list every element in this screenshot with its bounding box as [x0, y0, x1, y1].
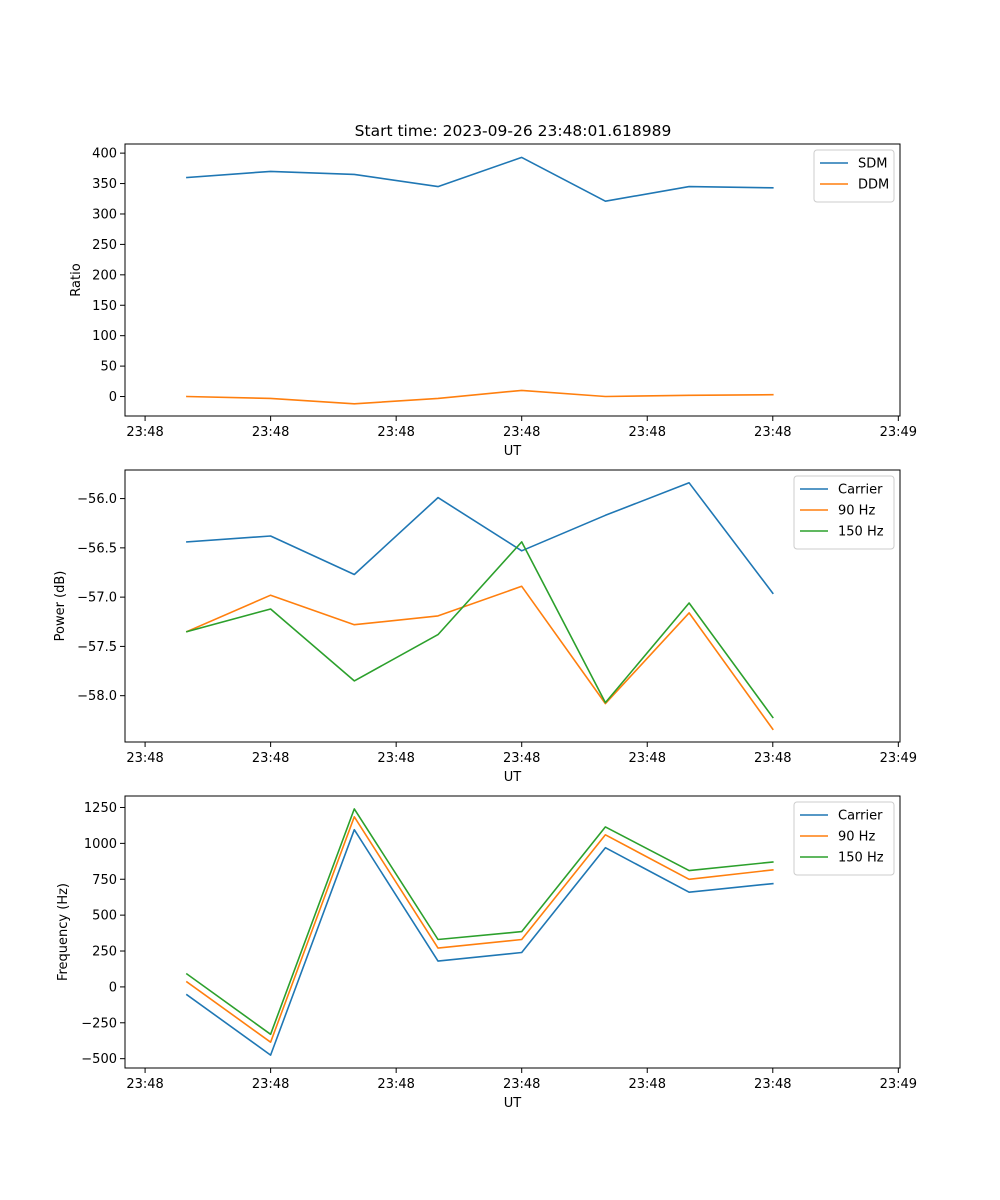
- chart-1-line-sdm: [186, 156, 774, 202]
- chart-2-y-axis-label: Power (dB): [53, 571, 68, 642]
- chart-2-x-axis-label: UT: [504, 770, 522, 785]
- chart-1-y-tick-label: 0: [109, 390, 117, 405]
- chart-3-y-axis-label: Frequency (Hz): [56, 883, 71, 981]
- chart-2-x-tick-label: 23:48: [629, 751, 666, 766]
- chart-1-y-tick-label: 50: [100, 360, 117, 375]
- chart-1-y-tick-label: 300: [92, 207, 117, 222]
- chart-1-y-tick-label: 250: [92, 238, 117, 253]
- chart-2-y-tick-label: −56.0: [77, 492, 117, 507]
- chart-3-y-tick-label: 750: [92, 873, 117, 888]
- chart-1-x-axis-label: UT: [504, 444, 522, 459]
- chart-1-x-tick-label: 23:48: [252, 425, 289, 440]
- chart-2-x-tick-label: 23:49: [880, 751, 917, 766]
- chart-2-line-150hz: [185, 541, 774, 719]
- frequency-panel: 23:48 23:48 23:48 23:48 23:48 23:48 23:49 −500 −…: [56, 795, 917, 1111]
- chart-2-x-tick-label: 23:48: [503, 751, 540, 766]
- chart-2-legend-label-carrier: Carrier: [838, 483, 883, 498]
- chart-3-y-tick-label: −250: [81, 1016, 117, 1031]
- chart-3-plot-frame: [124, 795, 901, 1069]
- chart-3-y-tick-label: 500: [92, 909, 117, 924]
- chart-2-x-tick-label: 23:48: [126, 751, 163, 766]
- chart-2-line-carrier: [186, 481, 774, 595]
- chart-1-x-tick-label: 23:48: [629, 425, 666, 440]
- chart-3-line-150hz: [185, 808, 774, 1036]
- chart-2-x-tick-label: 23:48: [252, 751, 289, 766]
- ratio-panel: 23:48 23:48 23:48 23:48 23:48 23:48 23:49 0 50 10…: [69, 143, 917, 459]
- chart-1-legend-label-ddm: DDM: [858, 178, 889, 193]
- chart-1-y-axis-label: Ratio: [69, 263, 84, 296]
- chart-3-line-90hz: [185, 815, 774, 1043]
- chart-3-y-tick-label: 1000: [84, 837, 117, 852]
- chart-1-plot-frame: [124, 143, 901, 417]
- chart-2-x-tick-label: 23:48: [754, 751, 791, 766]
- chart-1-x-tick-label: 23:48: [754, 425, 791, 440]
- chart-1-x-tick-label: 23:48: [126, 425, 163, 440]
- chart-3-x-tick-label: 23:48: [754, 1077, 791, 1092]
- chart-2-legend: Carrier 90 Hz 150 Hz: [793, 475, 895, 550]
- chart-1-y-tick-label: 350: [92, 177, 117, 192]
- chart-2-x-tick-label: 23:48: [377, 751, 414, 766]
- chart-3-legend-label-150hz: 150 Hz: [838, 851, 884, 866]
- chart-1-legend: SDM DDM: [813, 149, 895, 203]
- chart-2-plot-frame: [124, 469, 901, 743]
- figure-title: Start time: 2023-09-26 23:48:01.618989: [355, 122, 672, 140]
- chart-3-y-tick-label: 1250: [84, 801, 117, 816]
- chart-3-legend: Carrier 90 Hz 150 Hz: [793, 801, 895, 876]
- chart-1-x-tick-label: 23:48: [503, 425, 540, 440]
- chart-3-x-tick-label: 23:48: [126, 1077, 163, 1092]
- chart-1-y-tick-label: 150: [92, 299, 117, 314]
- chart-2-y-tick-label: −58.0: [77, 689, 117, 704]
- chart-1-line-ddm: [186, 389, 774, 405]
- chart-3-line-carrier: [185, 828, 774, 1056]
- chart-2-y-tick-label: −57.0: [77, 591, 117, 606]
- power-panel: 23:48 23:48 23:48 23:48 23:48 23:48 23:49 −58.0…: [53, 469, 917, 785]
- chart-1-x-tick-label: 23:48: [377, 425, 414, 440]
- chart-3-x-tick-label: 23:48: [629, 1077, 666, 1092]
- chart-1-legend-label-sdm: SDM: [858, 157, 887, 172]
- chart-3-legend-label-90hz: 90 Hz: [838, 830, 875, 845]
- chart-3-y-tick-label: −500: [81, 1052, 117, 1067]
- chart-3-x-axis-label: UT: [504, 1096, 522, 1111]
- chart-2-y-tick-label: −56.5: [77, 541, 117, 556]
- chart-3-legend-label-carrier: Carrier: [838, 809, 883, 824]
- chart-3-x-tick-label: 23:48: [503, 1077, 540, 1092]
- chart-2-y-tick-label: −57.5: [77, 640, 117, 655]
- chart-3-y-tick-label: 250: [92, 945, 117, 960]
- chart-3-x-tick-label: 23:48: [252, 1077, 289, 1092]
- chart-2-legend-label-150hz: 150 Hz: [838, 525, 884, 540]
- chart-1-y-tick-label: 400: [92, 147, 117, 162]
- chart-2-line-90hz: [185, 585, 774, 731]
- chart-2-legend-label-90hz: 90 Hz: [838, 504, 875, 519]
- chart-1-y-tick-label: 100: [92, 329, 117, 344]
- chart-3-x-tick-label: 23:48: [377, 1077, 414, 1092]
- chart-1-y-tick-label: 200: [92, 268, 117, 283]
- chart-3-x-tick-label: 23:49: [880, 1077, 917, 1092]
- chart-1-x-tick-label: 23:49: [880, 425, 917, 440]
- chart-3-y-tick-label: 0: [109, 980, 117, 995]
